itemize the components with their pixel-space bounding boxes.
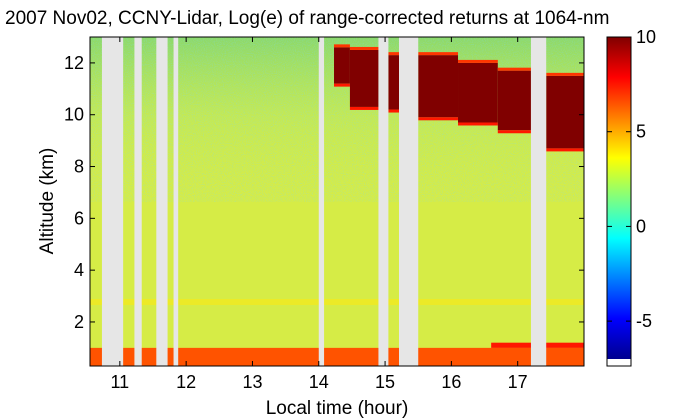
cloud-base-edge-3 [418, 117, 459, 121]
cloud-segment-2 [388, 55, 399, 110]
cloud-segment-0 [334, 47, 350, 84]
cloud-top-edge-3 [418, 52, 459, 56]
boundary-layer [90, 347, 584, 366]
cloud-top-edge-2 [388, 52, 399, 56]
cloud-base-edge-4 [458, 122, 498, 126]
x-tick-label-1: 12 [176, 372, 196, 392]
colorbar: 10 5 0 -5 [606, 27, 656, 367]
cloud-base-edge-5 [497, 130, 531, 134]
colorbar-low-end [607, 359, 631, 366]
cloud-segment-3 [418, 55, 459, 118]
residual-layer-band [90, 299, 584, 305]
colorbar-tick-label-2: 0 [636, 216, 646, 236]
cloud-layer-group [334, 44, 584, 152]
x-axis-label: Local time (hour) [266, 398, 409, 419]
cloud-segment-1 [349, 49, 379, 107]
colorbar-gradient [607, 37, 631, 359]
cloud-top-edge-6 [546, 72, 584, 76]
y-tick-label-2: 6 [74, 208, 84, 228]
colorbar-ticks: 10 5 0 -5 [607, 27, 656, 331]
x-axis-ticks: 11 12 13 14 15 16 17 [110, 37, 528, 392]
y-tick-label-4: 10 [64, 105, 84, 125]
data-gap-5 [378, 37, 389, 366]
data-gap-1 [134, 37, 142, 366]
x-tick-label-3: 14 [309, 372, 329, 392]
cloud-segment-5 [497, 70, 531, 131]
y-tick-label-1: 4 [74, 260, 84, 280]
cloud-base-edge-0 [334, 83, 350, 87]
y-axis-ticks: 2 4 6 8 10 12 [64, 53, 584, 332]
x-tick-label-4: 15 [375, 372, 395, 392]
plot-area [90, 37, 584, 366]
data-gap-6 [398, 37, 419, 366]
cloud-segment-4 [458, 62, 498, 123]
cloud-segment-6 [546, 75, 584, 149]
data-gap-4 [318, 37, 325, 366]
colorbar-tick-label-3: -5 [636, 311, 652, 331]
y-tick-label-0: 2 [74, 312, 84, 332]
x-tick-label-5: 16 [441, 372, 461, 392]
x-tick-label-2: 13 [242, 372, 262, 392]
y-tick-label-3: 8 [74, 157, 84, 177]
cloud-base-edge-1 [349, 106, 379, 110]
plot-frame [89, 36, 585, 367]
x-tick-label-6: 17 [508, 372, 528, 392]
data-gap-0 [101, 37, 124, 366]
data-gap-7 [530, 37, 547, 366]
chart-title: 2007 Nov02, CCNY-Lidar, Log(e) of range-… [5, 8, 609, 29]
data-gap-3 [173, 37, 179, 366]
cloud-top-edge-4 [458, 59, 498, 63]
y-tick-label-5: 12 [64, 53, 84, 73]
cloud-base-edge-2 [388, 109, 399, 113]
colorbar-frame [606, 36, 632, 367]
cloud-top-edge-1 [349, 46, 379, 50]
y-axis-label: Altitude (km) [37, 148, 58, 255]
data-gap-group [101, 37, 547, 366]
x-tick-label-0: 11 [110, 372, 129, 392]
cloud-top-edge-5 [497, 67, 531, 71]
colorbar-tick-label-1: 5 [636, 122, 646, 142]
colorbar-tick-label-0: 10 [636, 27, 656, 47]
cloud-base-edge-6 [546, 148, 584, 152]
cloud-top-edge-0 [334, 44, 350, 48]
data-gap-2 [156, 37, 168, 366]
